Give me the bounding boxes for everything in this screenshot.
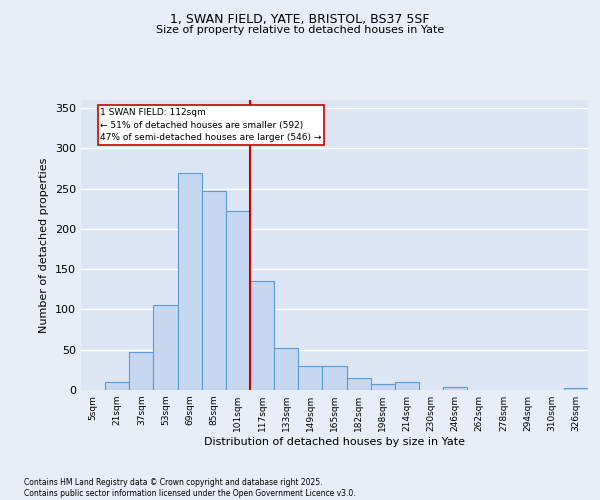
X-axis label: Distribution of detached houses by size in Yate: Distribution of detached houses by size … [204, 437, 465, 447]
Bar [274, 348, 298, 390]
Bar [250, 281, 274, 390]
Bar [105, 382, 129, 390]
Text: Size of property relative to detached houses in Yate: Size of property relative to detached ho… [156, 25, 444, 35]
Bar [226, 211, 250, 390]
Bar [129, 352, 154, 390]
Bar [178, 172, 202, 390]
Bar [371, 384, 395, 390]
Text: 1 SWAN FIELD: 112sqm
← 51% of detached houses are smaller (592)
47% of semi-deta: 1 SWAN FIELD: 112sqm ← 51% of detached h… [100, 108, 322, 142]
Bar [564, 388, 588, 390]
Bar [443, 387, 467, 390]
Bar [154, 306, 178, 390]
Bar [322, 366, 347, 390]
Bar [347, 378, 371, 390]
Bar [298, 366, 322, 390]
Text: Contains HM Land Registry data © Crown copyright and database right 2025.
Contai: Contains HM Land Registry data © Crown c… [24, 478, 356, 498]
Text: 1, SWAN FIELD, YATE, BRISTOL, BS37 5SF: 1, SWAN FIELD, YATE, BRISTOL, BS37 5SF [170, 12, 430, 26]
Y-axis label: Number of detached properties: Number of detached properties [40, 158, 49, 332]
Bar [202, 191, 226, 390]
Bar [395, 382, 419, 390]
